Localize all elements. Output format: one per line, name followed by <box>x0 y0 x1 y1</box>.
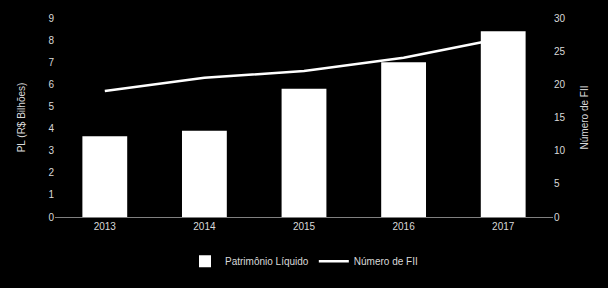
svg-text:Patrimônio Líquido: Patrimônio Líquido <box>225 256 309 267</box>
svg-text:0: 0 <box>554 212 560 223</box>
svg-text:Número de FII: Número de FII <box>354 256 418 267</box>
svg-text:2015: 2015 <box>293 221 316 232</box>
svg-text:0: 0 <box>48 212 54 223</box>
svg-text:4: 4 <box>48 123 54 134</box>
svg-text:2016: 2016 <box>392 221 415 232</box>
svg-text:10: 10 <box>554 145 566 156</box>
svg-text:20: 20 <box>554 79 566 90</box>
svg-text:Número de FII: Número de FII <box>579 86 590 150</box>
svg-text:25: 25 <box>554 46 566 57</box>
svg-text:9: 9 <box>48 13 54 24</box>
svg-text:2014: 2014 <box>193 221 216 232</box>
svg-text:3: 3 <box>48 145 54 156</box>
svg-text:1: 1 <box>48 189 54 200</box>
svg-text:5: 5 <box>554 178 560 189</box>
svg-text:30: 30 <box>554 13 566 24</box>
svg-text:5: 5 <box>48 101 54 112</box>
svg-text:15: 15 <box>554 112 566 123</box>
svg-text:7: 7 <box>48 57 54 68</box>
svg-text:2: 2 <box>48 167 54 178</box>
svg-text:PL (R$ Bilhões): PL (R$ Bilhões) <box>16 83 27 153</box>
svg-text:8: 8 <box>48 35 54 46</box>
svg-text:6: 6 <box>48 79 54 90</box>
svg-text:2017: 2017 <box>492 221 515 232</box>
svg-text:2013: 2013 <box>94 221 117 232</box>
